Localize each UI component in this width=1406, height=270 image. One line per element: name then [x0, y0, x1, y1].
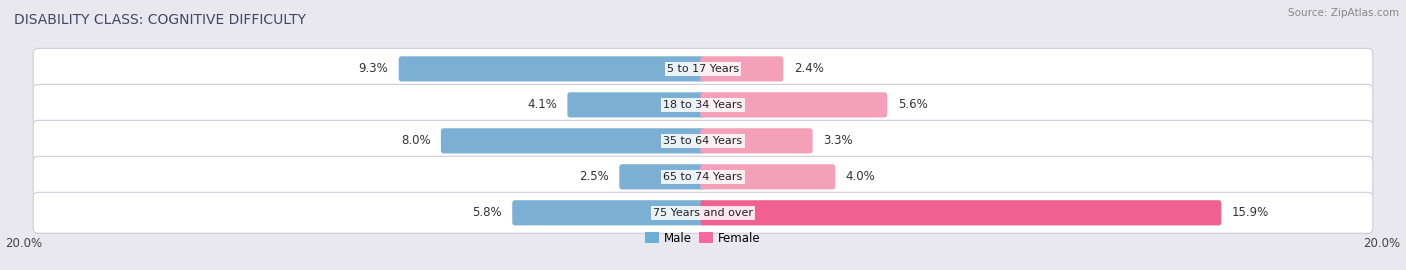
FancyBboxPatch shape	[34, 48, 1372, 89]
Text: 75 Years and over: 75 Years and over	[652, 208, 754, 218]
Text: 8.0%: 8.0%	[401, 134, 430, 147]
FancyBboxPatch shape	[700, 92, 887, 117]
Text: 2.5%: 2.5%	[579, 170, 609, 183]
FancyBboxPatch shape	[34, 120, 1372, 161]
Legend: Male, Female: Male, Female	[641, 227, 765, 249]
FancyBboxPatch shape	[441, 128, 706, 153]
Text: 9.3%: 9.3%	[359, 62, 388, 75]
Text: 5.6%: 5.6%	[897, 98, 928, 111]
FancyBboxPatch shape	[399, 56, 706, 82]
FancyBboxPatch shape	[34, 156, 1372, 197]
FancyBboxPatch shape	[512, 200, 706, 225]
Text: 5.8%: 5.8%	[472, 206, 502, 219]
FancyBboxPatch shape	[700, 200, 1222, 225]
FancyBboxPatch shape	[700, 56, 783, 82]
Text: 35 to 64 Years: 35 to 64 Years	[664, 136, 742, 146]
Text: 4.1%: 4.1%	[527, 98, 557, 111]
Text: 5 to 17 Years: 5 to 17 Years	[666, 64, 740, 74]
FancyBboxPatch shape	[700, 164, 835, 190]
Text: Source: ZipAtlas.com: Source: ZipAtlas.com	[1288, 8, 1399, 18]
Text: 20.0%: 20.0%	[1364, 237, 1400, 249]
FancyBboxPatch shape	[619, 164, 706, 190]
Text: 20.0%: 20.0%	[6, 237, 42, 249]
FancyBboxPatch shape	[568, 92, 706, 117]
Text: DISABILITY CLASS: COGNITIVE DIFFICULTY: DISABILITY CLASS: COGNITIVE DIFFICULTY	[14, 14, 307, 28]
Text: 4.0%: 4.0%	[846, 170, 876, 183]
Text: 18 to 34 Years: 18 to 34 Years	[664, 100, 742, 110]
FancyBboxPatch shape	[700, 128, 813, 153]
FancyBboxPatch shape	[34, 84, 1372, 125]
Text: 15.9%: 15.9%	[1232, 206, 1270, 219]
Text: 3.3%: 3.3%	[823, 134, 852, 147]
FancyBboxPatch shape	[34, 192, 1372, 233]
Text: 65 to 74 Years: 65 to 74 Years	[664, 172, 742, 182]
Text: 2.4%: 2.4%	[794, 62, 824, 75]
